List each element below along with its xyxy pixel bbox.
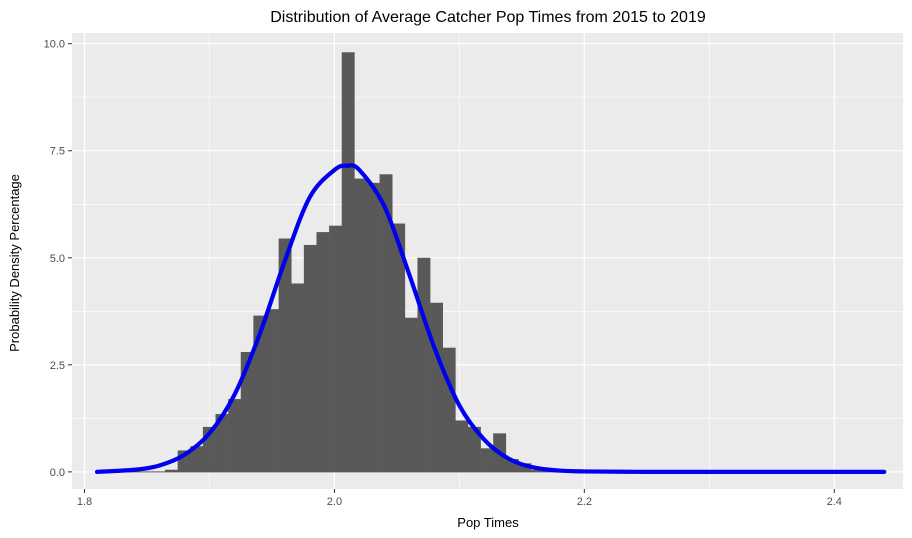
histogram-bar [442,347,456,472]
histogram-bar [518,463,532,472]
y-tick-label: 0.0 [50,467,65,479]
y-tick-labels: 0.0 2.5 5.0 7.5 10.0 [44,39,65,479]
x-tick-labels: 1.8 2.0 2.2 2.4 [77,496,842,508]
histogram-bar [417,257,431,472]
x-tick-label: 2.4 [827,496,842,508]
histogram-bar [316,232,330,472]
y-axis-title: Probability Density Percentage [7,174,22,352]
y-tick-label: 7.5 [50,146,65,158]
axis-ticks [68,43,835,493]
histogram-bar [278,238,292,472]
plot-panel [72,33,903,489]
histogram-bar [531,469,544,472]
histogram-bar [190,446,204,472]
minor-gridlines [72,33,903,489]
histogram-bar [354,178,368,472]
histogram-bar [404,317,418,472]
histogram-bar [253,315,267,472]
histogram-bar [430,302,444,472]
histogram-bar [467,426,481,472]
x-axis-title: Pop Times [457,515,519,530]
y-tick-label: 2.5 [50,360,65,372]
histogram-bar [303,244,317,472]
histogram-bar [240,351,254,472]
x-tick-label: 1.8 [77,496,92,508]
histogram-bar [329,225,343,472]
chart-title: Distribution of Average Catcher Pop Time… [270,9,706,26]
histogram-bar [455,420,469,472]
histogram-bar [228,399,242,472]
y-tick-label: 5.0 [50,253,65,265]
histogram-bar [379,174,393,472]
histogram-bar [392,223,406,472]
histogram-bar [291,283,305,472]
x-tick-label: 2.0 [327,496,342,508]
density-curve [94,163,887,475]
histogram-bar [165,469,178,472]
histogram-bar [341,52,355,472]
histogram-bar [366,182,380,472]
histogram-bar [215,414,229,472]
histogram-bars [99,52,882,473]
y-tick-label: 10.0 [44,39,65,51]
histogram-bar [480,448,494,472]
histogram-bar [266,309,279,472]
x-tick-label: 2.2 [577,496,592,508]
